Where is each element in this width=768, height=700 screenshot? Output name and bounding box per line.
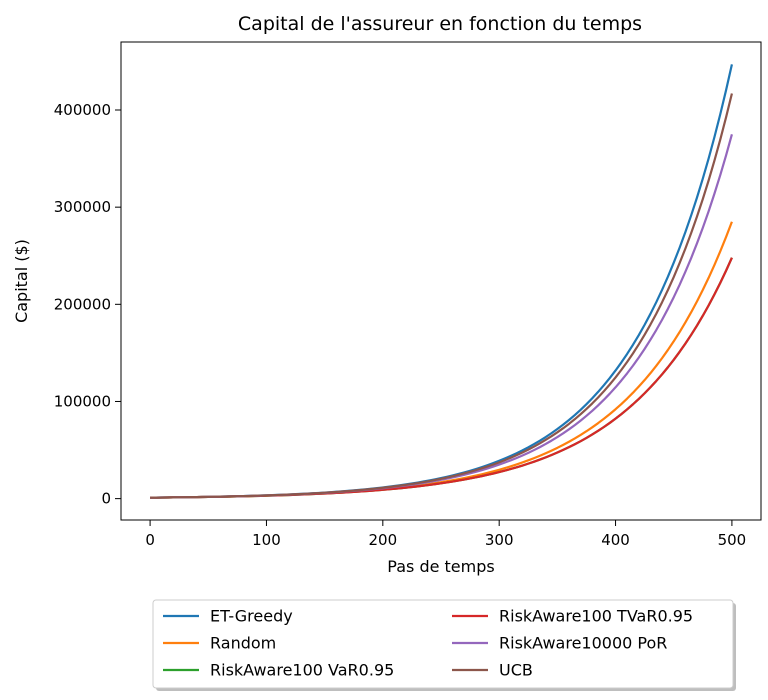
series-line-riskaware100-var0-95 — [150, 257, 733, 499]
series-line-riskaware10000-por — [150, 134, 733, 499]
plot-area — [120, 41, 762, 521]
y-tick-label: 400000 — [54, 101, 111, 119]
chart-title: Capital de l'assureur en fonction du tem… — [238, 13, 642, 35]
legend-label-riskaware100-tvar0-95: RiskAware100 TVaR0.95 — [499, 607, 693, 626]
y-axis: 0 100000 200000 300000 400000 — [54, 101, 121, 508]
x-tick-label: 0 — [145, 531, 155, 549]
series-line-et-greedy — [150, 64, 733, 499]
legend-label-ucb: UCB — [499, 661, 533, 680]
legend: ET-Greedy Random RiskAware100 VaR0.95 RiskA… — [152, 599, 736, 691]
series-line-riskaware100-tvar0-95 — [150, 257, 733, 499]
legend-label-riskaware10000-por: RiskAware10000 PoR — [499, 634, 667, 653]
y-tick-label: 100000 — [54, 392, 111, 410]
legend-label-random: Random — [210, 634, 276, 653]
x-tick-label: 500 — [718, 531, 747, 549]
legend-label-riskaware100-var0-95: RiskAware100 VaR0.95 — [210, 661, 394, 680]
series-layer — [150, 64, 733, 499]
x-tick-label: 100 — [252, 531, 281, 549]
x-tick-label: 400 — [601, 531, 630, 549]
y-tick-label: 0 — [101, 490, 111, 508]
series-line-random — [150, 221, 733, 499]
x-tick-label: 200 — [368, 531, 397, 549]
series-line-ucb — [150, 93, 733, 499]
y-tick-label: 200000 — [54, 295, 111, 313]
x-tick-label: 300 — [485, 531, 514, 549]
y-axis-label: Capital ($) — [12, 239, 31, 323]
x-axis: 0 100 200 300 400 500 — [145, 520, 746, 549]
x-axis-label: Pas de temps — [387, 557, 494, 576]
legend-label-et-greedy: ET-Greedy — [210, 607, 293, 626]
y-tick-label: 300000 — [54, 198, 111, 216]
